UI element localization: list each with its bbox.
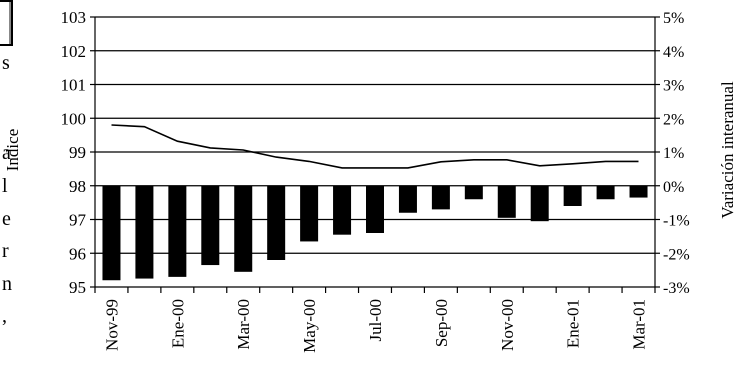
bar bbox=[333, 185, 352, 235]
bar bbox=[102, 185, 121, 281]
x-tick-label: Ene-01 bbox=[564, 299, 583, 348]
right-axis-label: Variación interanual bbox=[718, 81, 737, 219]
bar bbox=[497, 185, 516, 218]
x-tick-label: Sep-00 bbox=[432, 299, 451, 347]
left-tick-label: 100 bbox=[61, 109, 87, 128]
bar bbox=[629, 185, 648, 198]
left-tick-label: 102 bbox=[61, 42, 87, 61]
bar bbox=[398, 185, 417, 213]
side-letter: s bbox=[2, 52, 10, 74]
left-tick-label: 101 bbox=[61, 76, 87, 95]
bar bbox=[530, 185, 549, 222]
left-tick-label: 97 bbox=[69, 211, 87, 230]
right-tick-label: -1% bbox=[663, 213, 690, 230]
right-tick-label: 0% bbox=[663, 179, 684, 196]
x-tick-label: Mar-01 bbox=[630, 299, 649, 350]
side-letter: , bbox=[2, 305, 7, 327]
bar bbox=[563, 185, 582, 206]
bar bbox=[168, 185, 187, 277]
bar bbox=[596, 185, 615, 200]
side-letter: n bbox=[2, 273, 12, 295]
right-tick-label: 1% bbox=[663, 145, 684, 162]
left-tick-label: 103 bbox=[61, 8, 87, 27]
side-letter: r bbox=[2, 240, 9, 262]
side-letter: a bbox=[2, 142, 11, 164]
left-tick-label: 95 bbox=[69, 278, 86, 297]
x-tick-label: May-00 bbox=[300, 299, 319, 353]
bar bbox=[234, 185, 253, 272]
left-axis-label: Indice bbox=[3, 129, 22, 171]
right-axis-tick-labels: 5% 4% 3% 2% 1% 0% -1% -2% -3% bbox=[655, 10, 690, 297]
bar bbox=[366, 185, 384, 233]
gridlines bbox=[95, 16, 655, 254]
cropped-box-fragment bbox=[0, 0, 13, 46]
bar bbox=[135, 185, 154, 279]
x-tick-label: Mar-00 bbox=[234, 299, 253, 350]
line-series bbox=[111, 124, 639, 169]
left-tick-label: 98 bbox=[69, 177, 86, 196]
bar bbox=[201, 185, 220, 266]
left-tick-label: 96 bbox=[69, 244, 86, 263]
x-tick-label: Nov-99 bbox=[103, 299, 122, 351]
bar-series bbox=[102, 185, 648, 281]
right-tick-label: 4% bbox=[663, 44, 684, 61]
side-letter: l bbox=[2, 175, 8, 197]
bar bbox=[267, 185, 286, 260]
bar bbox=[464, 185, 483, 200]
bar bbox=[431, 185, 450, 210]
right-tick-label: 3% bbox=[663, 78, 684, 95]
x-tick-label: Jul-00 bbox=[366, 299, 385, 342]
left-tick-label: 99 bbox=[69, 143, 86, 162]
side-letter: e bbox=[2, 208, 11, 230]
right-tick-label: 5% bbox=[663, 10, 684, 27]
x-tick-label: Ene-00 bbox=[168, 299, 187, 348]
right-tick-label: -2% bbox=[663, 246, 690, 263]
left-axis-tick-labels: 103 102 101 100 99 98 97 96 95 bbox=[61, 8, 95, 297]
right-tick-label: 2% bbox=[663, 111, 684, 128]
right-tick-label: -3% bbox=[663, 280, 690, 297]
bar bbox=[300, 185, 319, 242]
line-series-path bbox=[111, 124, 639, 169]
x-axis-tick-labels: Nov-99 Ene-00 Mar-00 May-00 Jul-00 Sep-00 Nov-… bbox=[94, 287, 656, 353]
x-tick-label: Nov-00 bbox=[498, 299, 517, 351]
